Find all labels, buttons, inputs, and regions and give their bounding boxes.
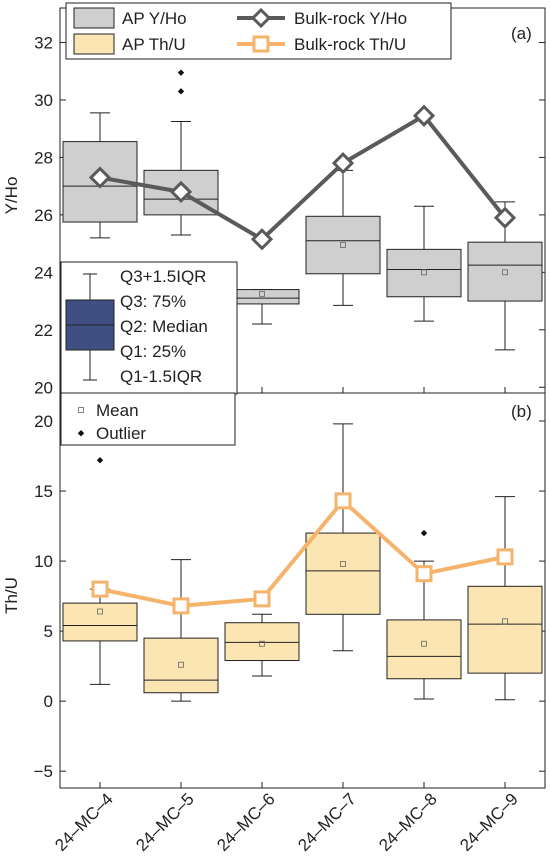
panel-b-ytick-label: 10 xyxy=(34,552,53,571)
panel-b-line-point xyxy=(334,492,352,510)
panel-a-mean-marker xyxy=(421,269,427,276)
panel-b-line-point xyxy=(415,565,433,583)
panel-b-box xyxy=(62,457,138,685)
panel-b-tag: (b) xyxy=(511,402,532,421)
panel-b-mean-marker xyxy=(259,640,265,647)
panel-b-mean-marker xyxy=(502,618,508,625)
x-tick-label: 24–MC–8 xyxy=(375,789,441,855)
panel-a-box xyxy=(143,69,219,236)
mean-outlier-legend-frame xyxy=(60,392,236,446)
panel-b-box-iqr xyxy=(305,532,381,615)
panel-b-mean-marker xyxy=(97,608,103,615)
panel-a-box-iqr xyxy=(386,248,462,298)
x-tick-label: 24–MC–7 xyxy=(294,789,360,855)
panel-b-box xyxy=(386,529,462,700)
panel-b-outlier xyxy=(420,529,428,537)
legend-marker-diamond xyxy=(250,7,272,29)
mean-outlier-legend: Mean Outlier xyxy=(60,392,236,446)
panel-a-box-iqr xyxy=(467,241,543,302)
legend-label: Bulk-rock Th/U xyxy=(294,35,406,54)
panel-b-line-point xyxy=(91,580,109,598)
panel-a-line-point xyxy=(88,166,112,189)
box-legend-label: Q2: Median xyxy=(120,317,208,336)
panel-a-line-point xyxy=(169,180,193,204)
panel-b-box xyxy=(143,559,219,702)
panel-a-line-point xyxy=(250,228,274,251)
legend-mean-marker xyxy=(78,407,84,413)
legend-swatch-ap-thu xyxy=(73,33,115,55)
panel-b-box xyxy=(305,423,381,652)
panel-a-ytick-label: 32 xyxy=(34,33,53,52)
box-legend-label: Q3+1.5IQR xyxy=(120,267,206,286)
x-tick-label: 24–MC–9 xyxy=(456,789,522,855)
panel-a-outlier xyxy=(177,69,185,76)
panel-a-line xyxy=(99,113,507,242)
panel-b-ytick-label: 20 xyxy=(34,412,53,431)
top-legend: AP Y/Ho AP Th/U Bulk-rock Y/Ho Bulk-rock Th… xyxy=(65,2,452,60)
panel-a-line-point xyxy=(493,206,517,229)
panel-b-box xyxy=(467,496,543,701)
panel-a-ytick-label: 24 xyxy=(34,263,53,282)
panel-a-box xyxy=(305,169,381,306)
panel-b-box-iqr xyxy=(143,637,219,694)
box-legend-label: Q3: 75% xyxy=(120,292,186,311)
box-legend: Q3+1.5IQR Q3: 75% Q2: Median Q1: 25% Q1-1.5I… xyxy=(60,261,238,395)
legend-label: Bulk-rock Y/Ho xyxy=(294,9,407,28)
panel-a-ytick-label: 30 xyxy=(34,91,53,110)
panel-a-tag: (a) xyxy=(511,24,532,43)
panel-b-box xyxy=(224,613,300,677)
panel-b-ylabel: Th/U xyxy=(2,577,21,614)
panel-a-line-point xyxy=(412,104,436,127)
legend-label: Mean xyxy=(96,401,139,420)
panel-b-frame xyxy=(59,392,546,789)
panel-b-mean-marker xyxy=(340,560,346,567)
panel-a-mean-marker xyxy=(259,290,265,297)
panel-a-mean-marker xyxy=(340,242,346,248)
panel-b-line xyxy=(99,498,506,608)
panel-b-ytick-label: 0 xyxy=(44,692,53,711)
panel-b-mean-marker xyxy=(178,661,184,668)
panel-a-mean-marker xyxy=(502,269,508,276)
panel-b-ytick-label: −5 xyxy=(34,762,53,781)
panel-a-ytick-label: 20 xyxy=(34,378,53,397)
x-tick-label: 24–MC–4 xyxy=(51,789,117,855)
panel-b-mean-marker xyxy=(421,640,427,647)
legend-swatch-ap-yho xyxy=(73,7,115,29)
panel-b-box-iqr xyxy=(386,619,462,680)
panel-b-line-point xyxy=(496,548,514,566)
panel-a-ytick-label: 22 xyxy=(34,321,53,340)
panel-b-line-point xyxy=(253,590,271,608)
x-tick-label: 24–MC–6 xyxy=(213,789,279,855)
panel-a-line-point xyxy=(331,152,355,175)
legend-label: AP Th/U xyxy=(122,35,186,54)
panel-a-ytick-label: 28 xyxy=(34,148,53,167)
panel-b-outlier xyxy=(96,457,104,464)
panel-a-box xyxy=(386,205,462,322)
panel-b-ytick-label: 5 xyxy=(44,622,53,641)
legend-label: Outlier xyxy=(96,424,146,443)
panel-b-ytick-label: 15 xyxy=(34,482,53,501)
legend-label: AP Y/Ho xyxy=(122,9,187,28)
legend-marker-square xyxy=(252,35,270,53)
box-legend-label: Q1: 25% xyxy=(120,342,186,361)
panel-a-ylabel: Y/Ho xyxy=(2,177,21,215)
panel-a-ytick-label: 26 xyxy=(34,206,53,225)
panel-a-box-iqr xyxy=(305,215,381,275)
x-tick-label: 24–MC–5 xyxy=(132,789,198,855)
legend-outlier-marker xyxy=(77,430,85,437)
panel-b-line-point xyxy=(172,597,190,615)
panel-b-box-iqr xyxy=(467,585,543,674)
panel-a-outlier xyxy=(177,88,185,95)
box-legend-label: Q1-1.5IQR xyxy=(120,367,202,386)
